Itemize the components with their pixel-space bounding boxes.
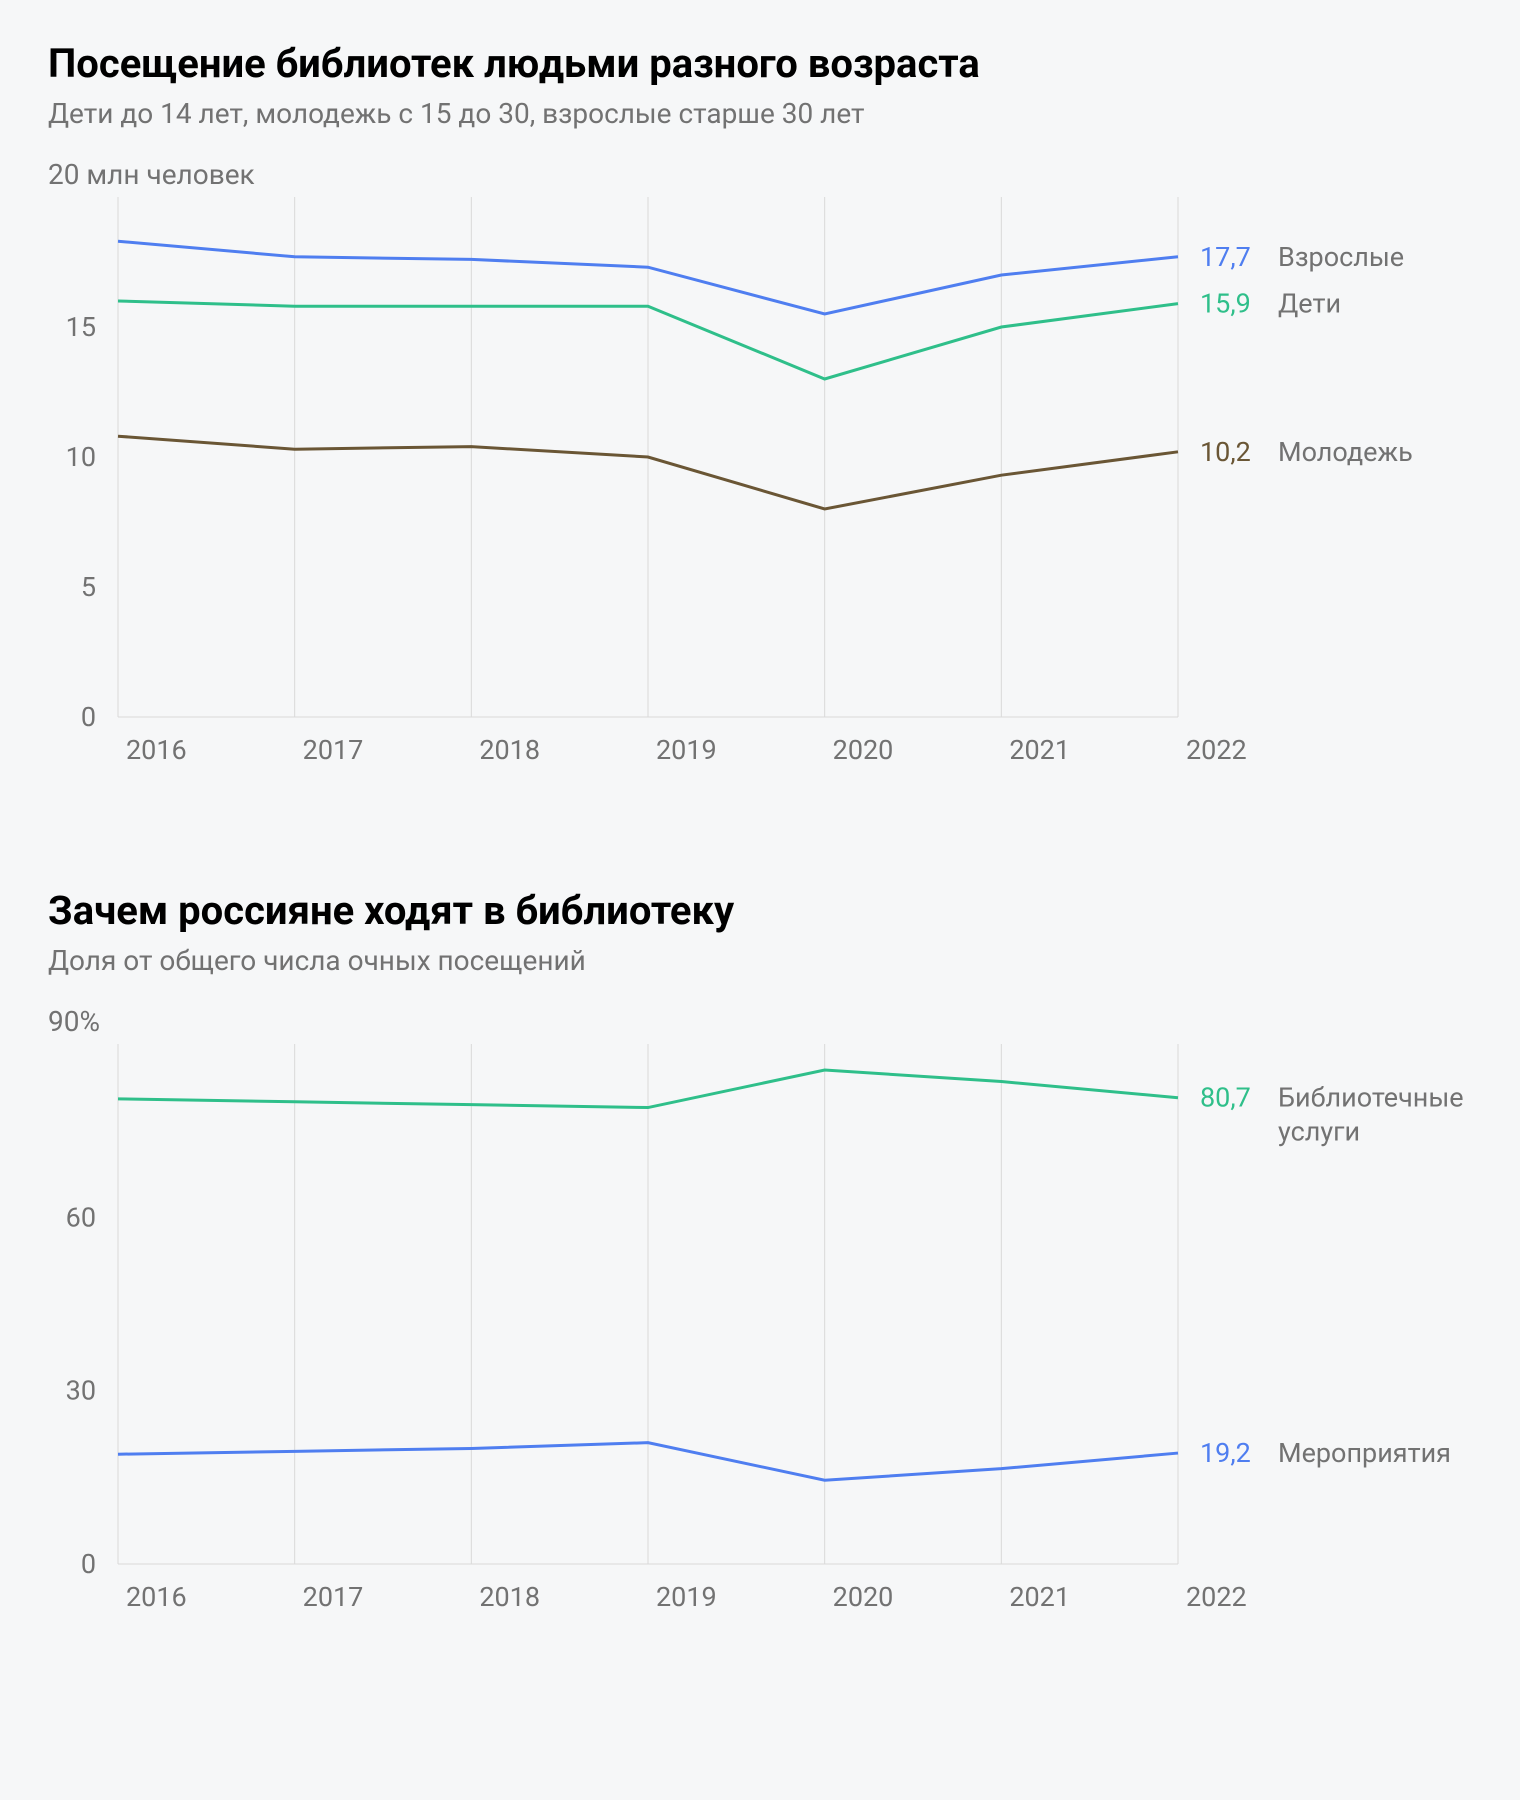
svg-text:2019: 2019 — [656, 1581, 717, 1613]
chart-1-subtitle: Дети до 14 лет, молодежь с 15 до 30, взр… — [48, 97, 1472, 130]
chart-2-subtitle: Доля от общего числа очных посещений — [48, 944, 1472, 977]
chart-1: Посещение библиотек людьми разного возра… — [48, 40, 1472, 807]
chart-1-title: Посещение библиотек людьми разного возра… — [48, 40, 1472, 87]
svg-text:2019: 2019 — [656, 734, 717, 766]
svg-text:2020: 2020 — [833, 734, 894, 766]
svg-text:17,7: 17,7 — [1200, 241, 1251, 273]
svg-text:Мероприятия: Мероприятия — [1278, 1437, 1451, 1469]
svg-text:10,2: 10,2 — [1200, 436, 1251, 468]
svg-text:0: 0 — [81, 1548, 96, 1580]
svg-text:80,7: 80,7 — [1200, 1082, 1251, 1114]
chart-2: Зачем россияне ходят в библиотеку Доля о… — [48, 887, 1472, 1664]
svg-text:2018: 2018 — [479, 1581, 540, 1613]
svg-text:Молодежь: Молодежь — [1278, 436, 1413, 468]
chart-2-title: Зачем россияне ходят в библиотеку — [48, 887, 1472, 934]
svg-text:2016: 2016 — [126, 1581, 187, 1613]
svg-text:Дети: Дети — [1278, 288, 1341, 320]
svg-text:30: 30 — [66, 1375, 96, 1407]
svg-text:15: 15 — [66, 311, 96, 343]
svg-text:0: 0 — [81, 701, 96, 733]
svg-text:2021: 2021 — [1009, 734, 1070, 766]
chart-1-svg: 0 5 10 15 2016 2017 2018 2019 2020 2021 2022 17,7 Вз… — [48, 197, 1488, 807]
svg-text:услуги: услуги — [1278, 1116, 1360, 1148]
svg-text:2022: 2022 — [1186, 734, 1247, 766]
svg-text:2017: 2017 — [303, 1581, 364, 1613]
chart-2-svg: 0 30 60 2016 2017 2018 2019 2020 2021 2022 80,7 Биб… — [48, 1044, 1488, 1664]
svg-text:10: 10 — [66, 441, 96, 473]
svg-text:60: 60 — [66, 1201, 96, 1233]
svg-text:15,9: 15,9 — [1200, 288, 1251, 320]
svg-text:2016: 2016 — [126, 734, 187, 766]
svg-text:2017: 2017 — [303, 734, 364, 766]
svg-text:Библиотечные: Библиотечные — [1278, 1082, 1464, 1114]
svg-text:2020: 2020 — [833, 1581, 894, 1613]
svg-text:2018: 2018 — [479, 734, 540, 766]
svg-text:19,2: 19,2 — [1200, 1437, 1251, 1469]
svg-text:2022: 2022 — [1186, 1581, 1247, 1613]
chart-1-y-unit: 20 млн человек — [48, 158, 1472, 191]
svg-text:Взрослые: Взрослые — [1278, 241, 1404, 273]
chart-2-y-unit: 90% — [48, 1005, 1472, 1038]
svg-text:5: 5 — [81, 571, 96, 603]
svg-text:2021: 2021 — [1009, 1581, 1070, 1613]
